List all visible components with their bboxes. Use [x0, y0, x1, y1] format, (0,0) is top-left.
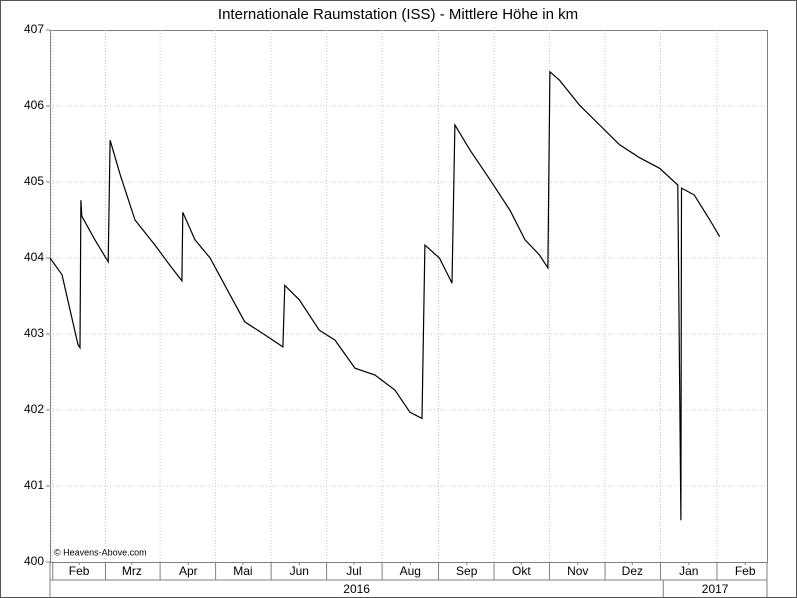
plot-area [50, 30, 768, 563]
y-tick-label: 403 [24, 326, 44, 340]
x-tick-label: Jul [346, 564, 361, 578]
x-tick-label: Jun [290, 564, 309, 578]
watermark: © Heavens-Above.com [54, 547, 147, 557]
x-tick-label: Mai [233, 564, 252, 578]
x-tick-label: Feb [735, 564, 756, 578]
x-tick-label: Dez [622, 564, 643, 578]
x-tick-label: Sep [456, 564, 478, 578]
x-tick-label: Nov [567, 564, 588, 578]
x-tick-label: Okt [512, 564, 531, 578]
y-tick-label: 404 [24, 250, 44, 264]
x-tick-label: Feb [69, 564, 90, 578]
x-tick-label: Aug [400, 564, 421, 578]
x-tick-label: Apr [179, 564, 198, 578]
y-tick-label: 406 [24, 98, 44, 112]
x-tick-label: Jan [679, 564, 698, 578]
y-tick-label: 405 [24, 174, 44, 188]
y-tick-label: 401 [24, 478, 44, 492]
year-label: 2017 [702, 582, 729, 596]
x-tick-label: Mrz [122, 564, 142, 578]
data-line [49, 70, 721, 521]
y-tick-label: 407 [24, 22, 44, 36]
y-tick-label: 402 [24, 402, 44, 416]
year-label: 2016 [343, 582, 370, 596]
y-tick-label: 400 [24, 554, 44, 568]
chart-title: Internationale Raumstation (ISS) - Mittl… [218, 6, 578, 23]
